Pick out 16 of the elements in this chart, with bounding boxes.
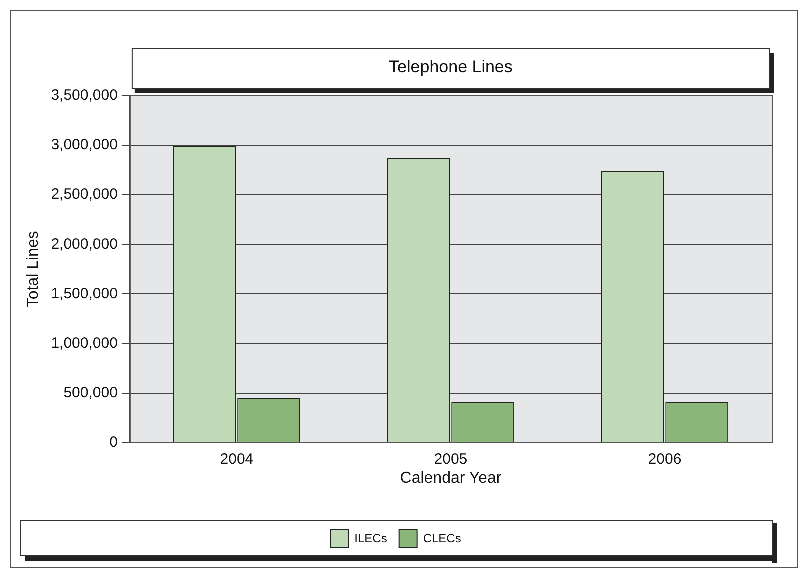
x-tick-label: 2005: [434, 450, 468, 468]
x-tick-label: 2006: [648, 450, 682, 468]
chart-title: Telephone Lines: [389, 58, 513, 77]
y-tick-label: 0: [110, 434, 118, 451]
y-tick-label: 500,000: [64, 384, 118, 402]
x-tick-label: 2004: [220, 450, 254, 468]
y-tick-label: 3,500,000: [51, 87, 118, 104]
y-tick-label: 2,000,000: [51, 236, 118, 253]
legend-label: ILECs: [354, 531, 388, 546]
y-tick-label: 3,000,000: [51, 136, 118, 154]
y-tick-label: 2,500,000: [51, 186, 118, 204]
x-axis-title: Calendar Year: [400, 470, 502, 487]
y-tick-label: 1,000,000: [51, 334, 118, 352]
y-tick-label: 1,500,000: [51, 285, 118, 302]
y-axis-title: Total Lines: [25, 231, 42, 308]
legend-label: CLECs: [423, 531, 462, 546]
